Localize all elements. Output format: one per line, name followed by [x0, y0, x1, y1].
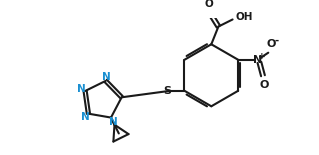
Text: N: N — [102, 71, 111, 82]
Text: O: O — [204, 0, 213, 9]
Text: OH: OH — [235, 12, 253, 22]
Text: N: N — [253, 55, 262, 65]
Text: O: O — [266, 39, 276, 49]
Text: S: S — [163, 86, 171, 96]
Text: O: O — [259, 80, 269, 90]
Text: N: N — [77, 84, 85, 94]
Text: N: N — [81, 112, 90, 122]
Text: -: - — [274, 36, 278, 46]
Text: N: N — [108, 117, 117, 126]
Text: +: + — [258, 52, 266, 61]
